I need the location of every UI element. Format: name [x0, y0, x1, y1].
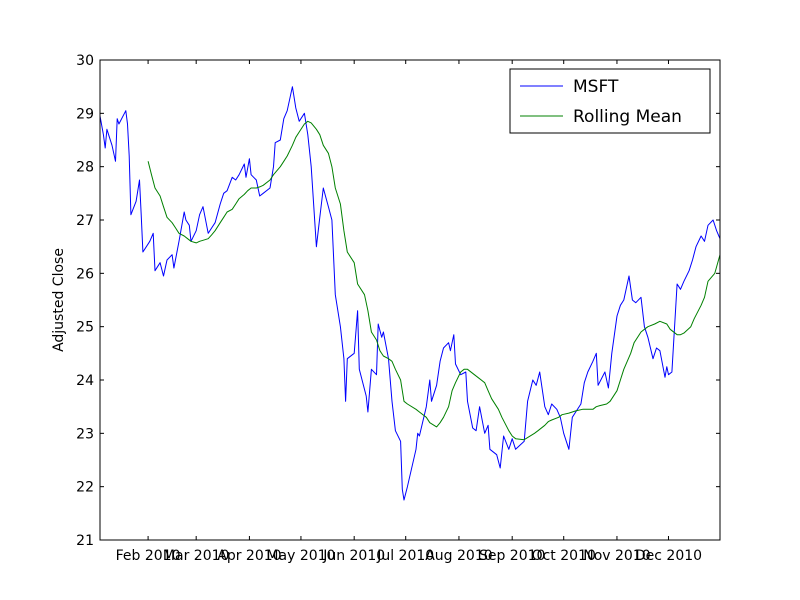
- x-tick-label: Sep 2010: [479, 548, 545, 564]
- x-tick-label: Jun 2010: [322, 548, 385, 564]
- y-tick-label: 24: [76, 373, 94, 389]
- series-line-rolling-mean: [147, 120, 720, 441]
- y-tick-label: 29: [76, 106, 94, 122]
- legend-label-msft: MSFT: [573, 77, 619, 97]
- y-tick-label: 28: [76, 160, 94, 176]
- legend: MSFT Rolling Mean: [509, 68, 711, 134]
- x-tick-label: Nov 2010: [583, 548, 650, 564]
- y-tick-label: 27: [76, 213, 94, 229]
- series-line-msft: [100, 86, 720, 501]
- y-tick-label: 26: [76, 266, 94, 282]
- legend-label-rolling-mean: Rolling Mean: [573, 107, 682, 127]
- x-tick-label: Feb 2010: [116, 548, 181, 564]
- y-tick-label: 25: [76, 320, 94, 336]
- y-tick-label: 23: [76, 426, 94, 442]
- plot-area: [100, 60, 720, 540]
- y-tick-label: 30: [76, 53, 94, 69]
- x-tick-label: Oct 2010: [532, 548, 596, 564]
- x-tick-label: Jul 2010: [376, 548, 434, 564]
- legend-box: [509, 68, 711, 134]
- x-tick-label: Apr 2010: [217, 548, 281, 564]
- x-tick-label: May 2010: [266, 548, 335, 564]
- y-axis-label: Adjusted Close: [51, 248, 67, 352]
- y-tick-label: 22: [76, 480, 94, 496]
- plot-frame: [99, 59, 721, 541]
- x-tick-label: Mar 2010: [163, 548, 230, 564]
- series-layer: [100, 86, 720, 501]
- x-tick-label: Dec 2010: [635, 548, 702, 564]
- y-tick-label: 21: [76, 533, 94, 549]
- x-tick-label: Aug 2010: [425, 548, 492, 564]
